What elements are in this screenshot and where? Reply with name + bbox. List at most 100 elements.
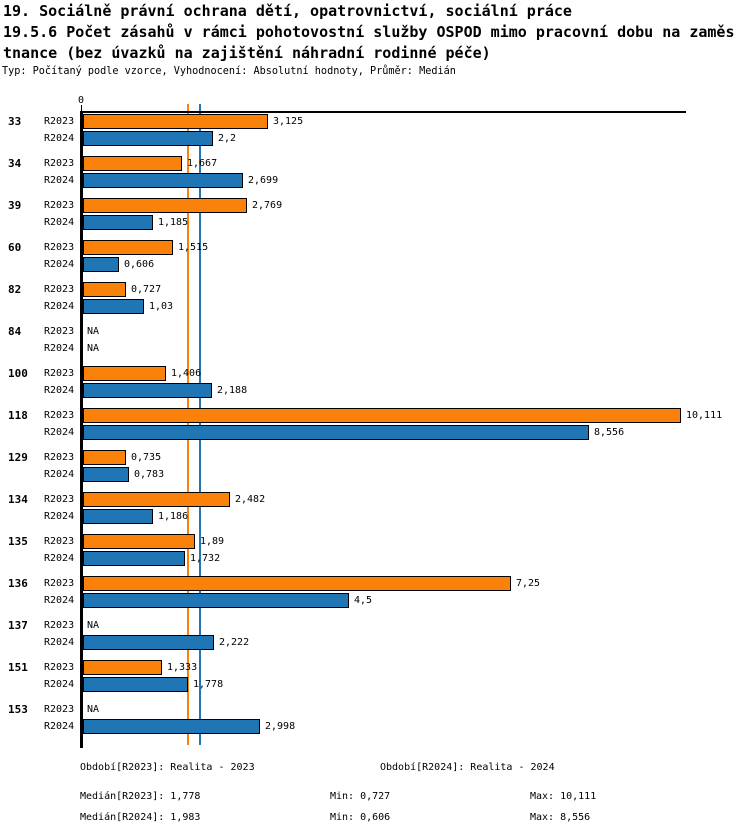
bar-r2024 [83,635,214,650]
bar-r2023 [83,450,126,465]
series-label: R2023 [44,284,75,295]
min-stat-r2024: Min: 0,606 [330,812,391,823]
bar-r2024 [83,383,212,398]
value-label: 4,5 [354,595,373,606]
series-label: R2024 [44,679,75,690]
category-label: 151 [8,661,28,674]
bar-r2024 [83,257,119,272]
series-label: R2024 [44,133,75,144]
category-label: 84 [8,325,22,338]
category-label: 135 [8,535,28,548]
value-label: 0,727 [131,284,162,295]
bar-r2023 [83,576,511,591]
series-label: R2023 [44,158,75,169]
value-label: 8,556 [594,427,625,438]
series-label: R2024 [44,385,75,396]
value-label: 2,188 [217,385,248,396]
series-label: R2023 [44,368,75,379]
na-value-label: NA [87,620,100,631]
bar-r2023 [83,240,173,255]
bar-r2024 [83,551,185,566]
bar-r2023 [83,366,166,381]
period-label-r2023: Období[R2023]: Realita - 2023 [80,762,255,773]
x-axis-line [80,111,686,113]
median-stat-r2023: Medián[R2023]: 1,778 [80,791,201,802]
series-label: R2024 [44,343,75,354]
value-label: 7,25 [516,578,541,589]
bar-r2023 [83,408,681,423]
bar-r2023 [83,156,182,171]
bar-r2024 [83,677,188,692]
value-label: 10,111 [686,410,723,421]
bar-r2023 [83,282,126,297]
category-label: 134 [8,493,28,506]
bar-r2023 [83,198,247,213]
bar-r2024 [83,131,213,146]
bar-r2024 [83,425,589,440]
series-label: R2023 [44,452,75,463]
series-label: R2023 [44,578,75,589]
min-stat-r2023: Min: 0,727 [330,791,391,802]
series-label: R2023 [44,704,75,715]
bar-r2024 [83,299,144,314]
series-label: R2024 [44,637,75,648]
series-label: R2023 [44,536,75,547]
median-stat-r2024: Medián[R2024]: 1,983 [80,812,201,823]
series-label: R2023 [44,620,75,631]
median-r2023-line [187,104,189,745]
bar-r2023 [83,114,268,129]
category-label: 136 [8,577,28,590]
category-label: 60 [8,241,22,254]
series-label: R2024 [44,217,75,228]
y-axis-line [80,111,83,748]
value-label: 1,732 [190,553,221,564]
value-label: 2,222 [219,637,250,648]
value-label: 1,515 [178,242,209,253]
x-axis-zero-label: 0 [78,95,85,106]
bar-r2023 [83,492,230,507]
value-label: 3,125 [273,116,304,127]
bar-r2024 [83,467,129,482]
series-label: R2023 [44,200,75,211]
value-label: 2,769 [252,200,283,211]
value-label: 1,185 [158,217,189,228]
bar-r2024 [83,173,243,188]
value-label: 2,482 [235,494,266,505]
bar-r2024 [83,509,153,524]
value-label: 2,2 [218,133,237,144]
report-title-line1: 19. Sociálně právní ochrana dětí, opatro… [3,2,572,20]
category-label: 34 [8,157,22,170]
category-label: 33 [8,115,22,128]
max-stat-r2024: Max: 8,556 [530,812,591,823]
bar-r2024 [83,593,349,608]
max-stat-r2023: Max: 10,111 [530,791,597,802]
value-label: 1,406 [171,368,202,379]
series-label: R2024 [44,469,75,480]
value-label: 1,186 [158,511,189,522]
bar-r2023 [83,534,195,549]
category-label: 82 [8,283,22,296]
series-label: R2023 [44,662,75,673]
value-label: 1,778 [193,679,224,690]
na-value-label: NA [87,343,100,354]
series-label: R2024 [44,427,75,438]
series-label: R2024 [44,511,75,522]
series-label: R2023 [44,242,75,253]
category-label: 137 [8,619,28,632]
series-label: R2024 [44,175,75,186]
value-label: 0,735 [131,452,162,463]
value-label: 2,699 [248,175,279,186]
value-label: 2,998 [265,721,296,732]
bar-r2023 [83,660,162,675]
series-label: R2023 [44,494,75,505]
period-label-r2024: Období[R2024]: Realita - 2024 [380,762,555,773]
series-label: R2023 [44,410,75,421]
value-label: 1,667 [187,158,218,169]
category-label: 100 [8,367,28,380]
na-value-label: NA [87,704,100,715]
category-label: 129 [8,451,28,464]
value-label: 0,606 [124,259,155,270]
report-title-line2: 19.5.6 Počet zásahů v rámci pohotovostní… [3,23,735,41]
category-label: 118 [8,409,28,422]
median-r2024-line [199,104,201,745]
